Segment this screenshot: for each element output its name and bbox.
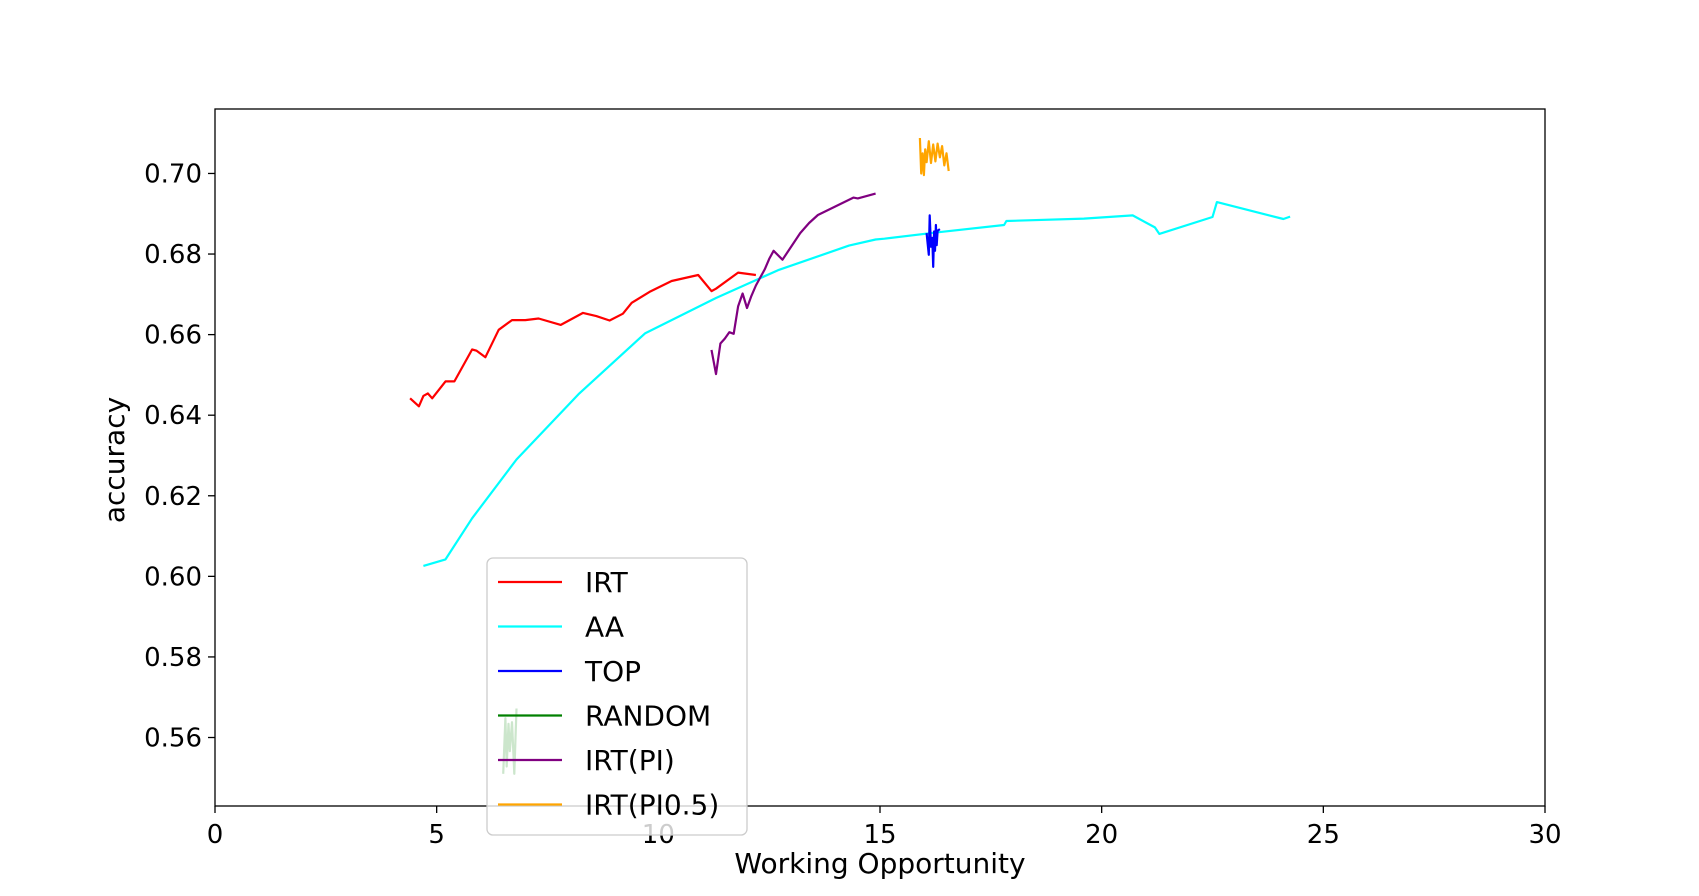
legend-label: AA bbox=[585, 611, 624, 644]
x-axis-title: Working Opportunity bbox=[734, 847, 1025, 880]
legend-label: RANDOM bbox=[585, 700, 711, 733]
x-tick-label: 30 bbox=[1528, 820, 1561, 850]
y-tick-label: 0.66 bbox=[144, 321, 202, 351]
series-line-top bbox=[925, 214, 941, 268]
y-tick-label: 0.68 bbox=[144, 240, 202, 270]
x-tick-label: 5 bbox=[428, 820, 445, 850]
series-layer bbox=[409, 137, 1291, 775]
series-line-irt-pi0-5- bbox=[918, 137, 950, 177]
y-tick-label: 0.58 bbox=[144, 643, 202, 673]
legend-label: IRT(PI0.5) bbox=[585, 789, 719, 822]
series-line-aa bbox=[423, 201, 1291, 567]
legend-label: IRT(PI) bbox=[585, 744, 675, 777]
x-tick-label: 15 bbox=[863, 820, 896, 850]
y-tick-label: 0.62 bbox=[144, 482, 202, 512]
legend-entries: IRT AA TOP RANDOM IRT(PI) IRT(PI0.5) bbox=[498, 566, 719, 822]
legend-label: IRT bbox=[585, 566, 629, 599]
x-tick-label: 25 bbox=[1307, 820, 1340, 850]
y-tick-label: 0.60 bbox=[144, 562, 202, 592]
y-tick-label: 0.70 bbox=[144, 159, 202, 189]
legend-label: TOP bbox=[584, 655, 641, 688]
x-tick-label: 0 bbox=[207, 820, 224, 850]
y-axis-title: accuracy bbox=[98, 397, 131, 523]
legend: IRT AA TOP RANDOM IRT(PI) IRT(PI0.5) bbox=[486, 557, 748, 836]
y-tick-label: 0.56 bbox=[144, 724, 202, 754]
y-tick-label: 0.64 bbox=[144, 401, 202, 431]
x-tick-label: 20 bbox=[1085, 820, 1118, 850]
series-line-irt-pi- bbox=[710, 192, 876, 376]
series-line-irt bbox=[409, 271, 757, 408]
